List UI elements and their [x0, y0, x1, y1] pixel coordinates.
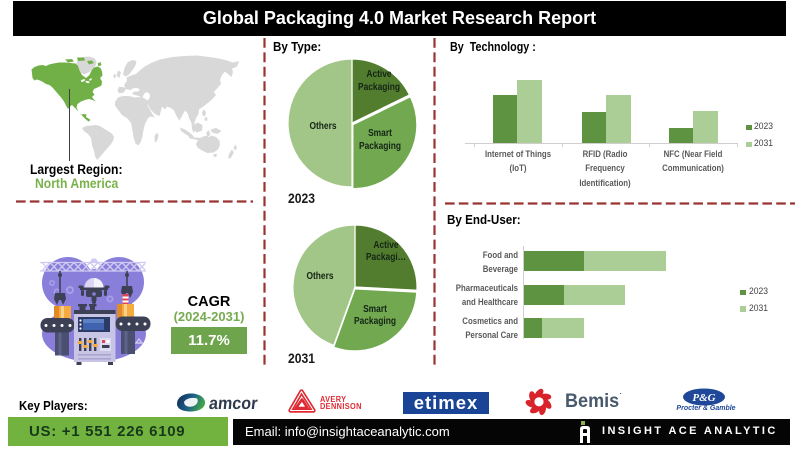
svg-text:P&G: P&G [692, 392, 715, 404]
